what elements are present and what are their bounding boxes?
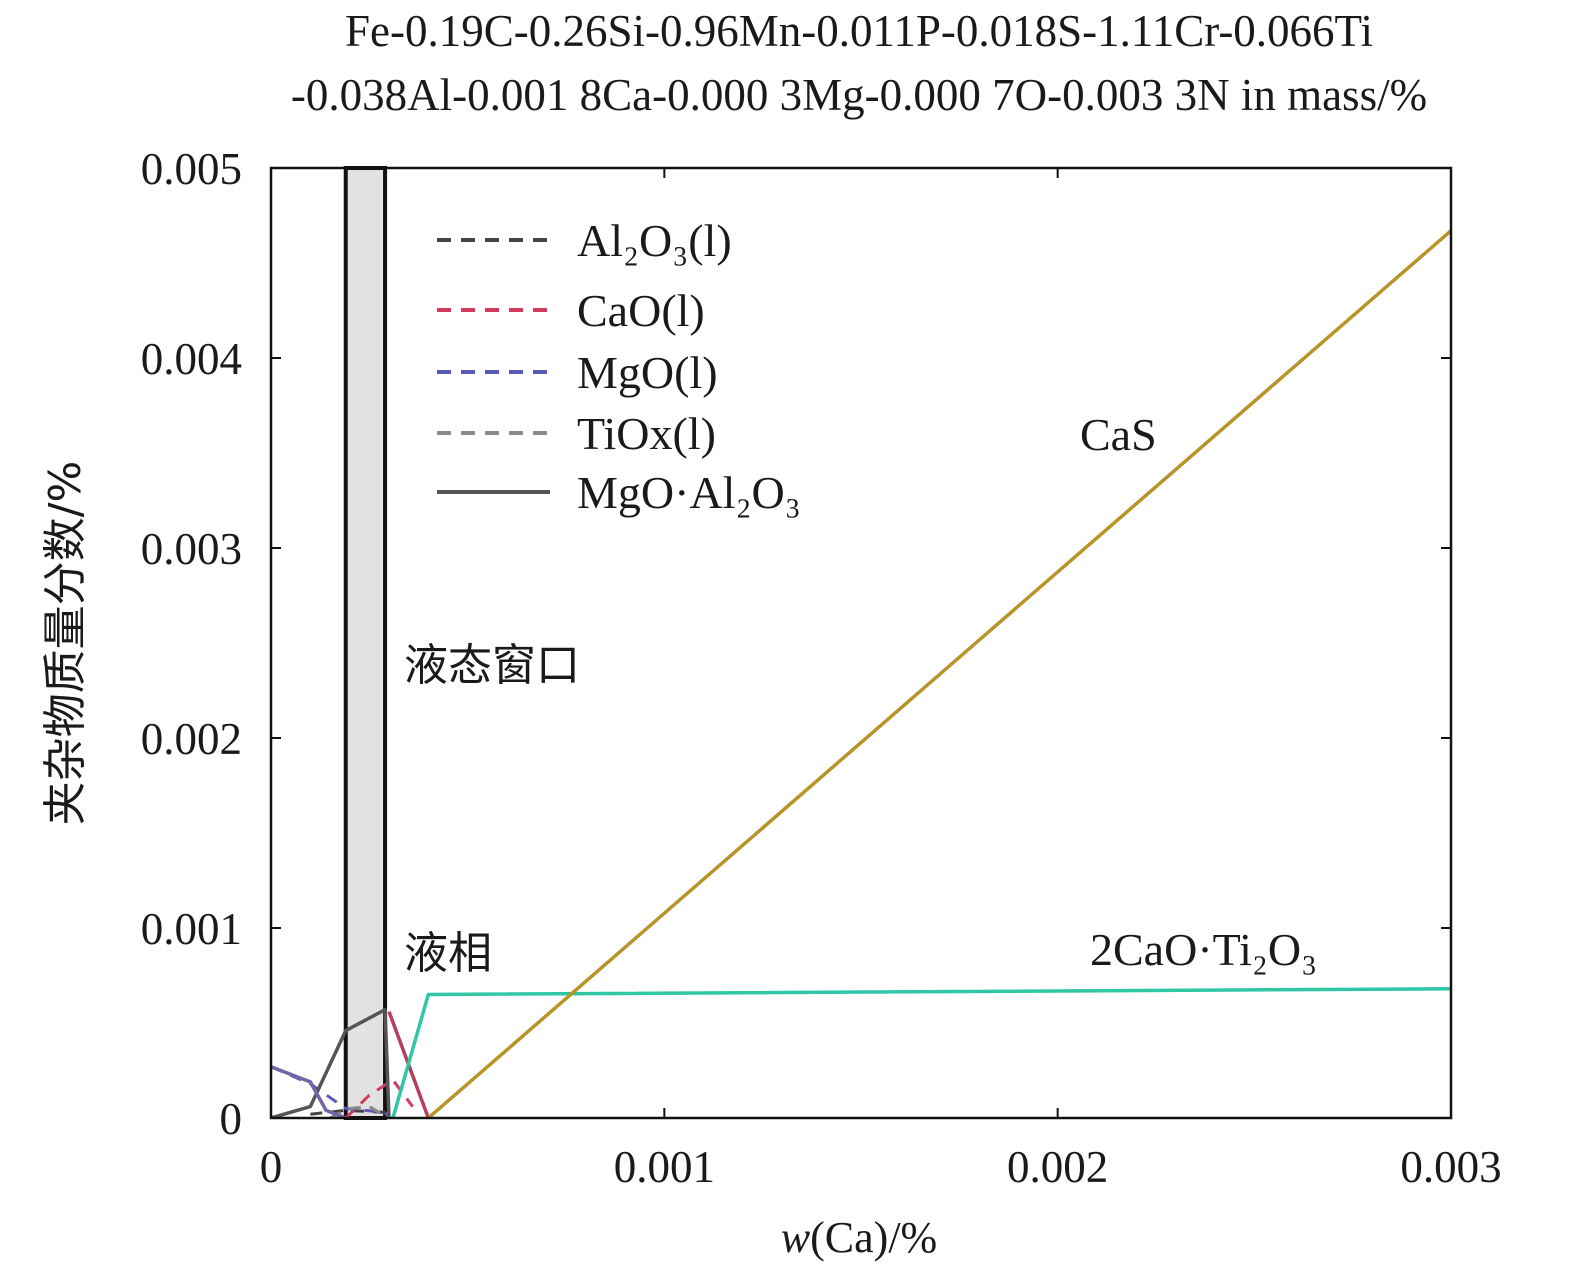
liquid-window-region [343,166,388,1120]
x-axis-title-rest: (Ca)/% [810,1213,937,1262]
legend-label: Al₂O₃(l) [577,215,732,266]
legend-label: MgO(l) [577,347,718,398]
series-line [271,1065,347,1118]
y-tick-label: 0.005 [141,144,242,194]
legend-label: TiOx(l) [577,408,716,459]
y-tick-label: 0 [220,1094,243,1144]
legend-label: CaO(l) [577,285,705,336]
axis-ticks [270,167,1452,1119]
series-lines [271,229,1451,1118]
series-line [344,1078,414,1118]
legend: Al₂O₃(l) CaO(l) MgO(l) TiOx(l) MgO·Al₂O₃ [437,215,801,518]
series-line [427,229,1451,1118]
x-axis-title-italic: w [781,1213,811,1262]
x-axis-title: w(Ca)/% [781,1213,937,1262]
series-line [329,1105,390,1118]
x-tick-label: 0 [260,1142,283,1192]
x-tick-label: 0.002 [1007,1142,1108,1192]
liquid-window-label: 液态窗口 [404,640,580,691]
chart-title-line1: Fe-0.19C-0.26Si-0.96Mn-0.011P-0.018S-1.1… [345,6,1373,56]
x-tick-label: 0.003 [1400,1142,1501,1192]
series-line [271,1007,391,1118]
y-tick-label: 0.001 [141,904,242,954]
y-axis-title: 夹杂物质量分数/% [40,461,91,826]
ca2ti-label: 2CaO·Ti₂O₃ [1090,924,1317,975]
legend-label: MgO·Al₂O₃ [577,467,801,518]
plot-frame [269,166,1453,1120]
chart-title-line2: -0.038Al-0.001 8Ca-0.000 3Mg-0.000 7O-0.… [291,70,1427,120]
liquid-window-rect [343,166,388,1120]
y-tick-label: 0.004 [141,334,242,384]
liquid-phase-label: 液相 [404,928,492,979]
series-line [389,987,1451,1118]
y-tick-label: 0.002 [141,714,242,764]
y-tick-label: 0.003 [141,524,242,574]
tick-labels: 0 0.001 0.002 0.003 0 0.001 0.002 0.003 0.004 0.0… [141,144,1502,1192]
cas-label: CaS [1080,409,1157,460]
x-tick-label: 0.001 [614,1142,715,1192]
